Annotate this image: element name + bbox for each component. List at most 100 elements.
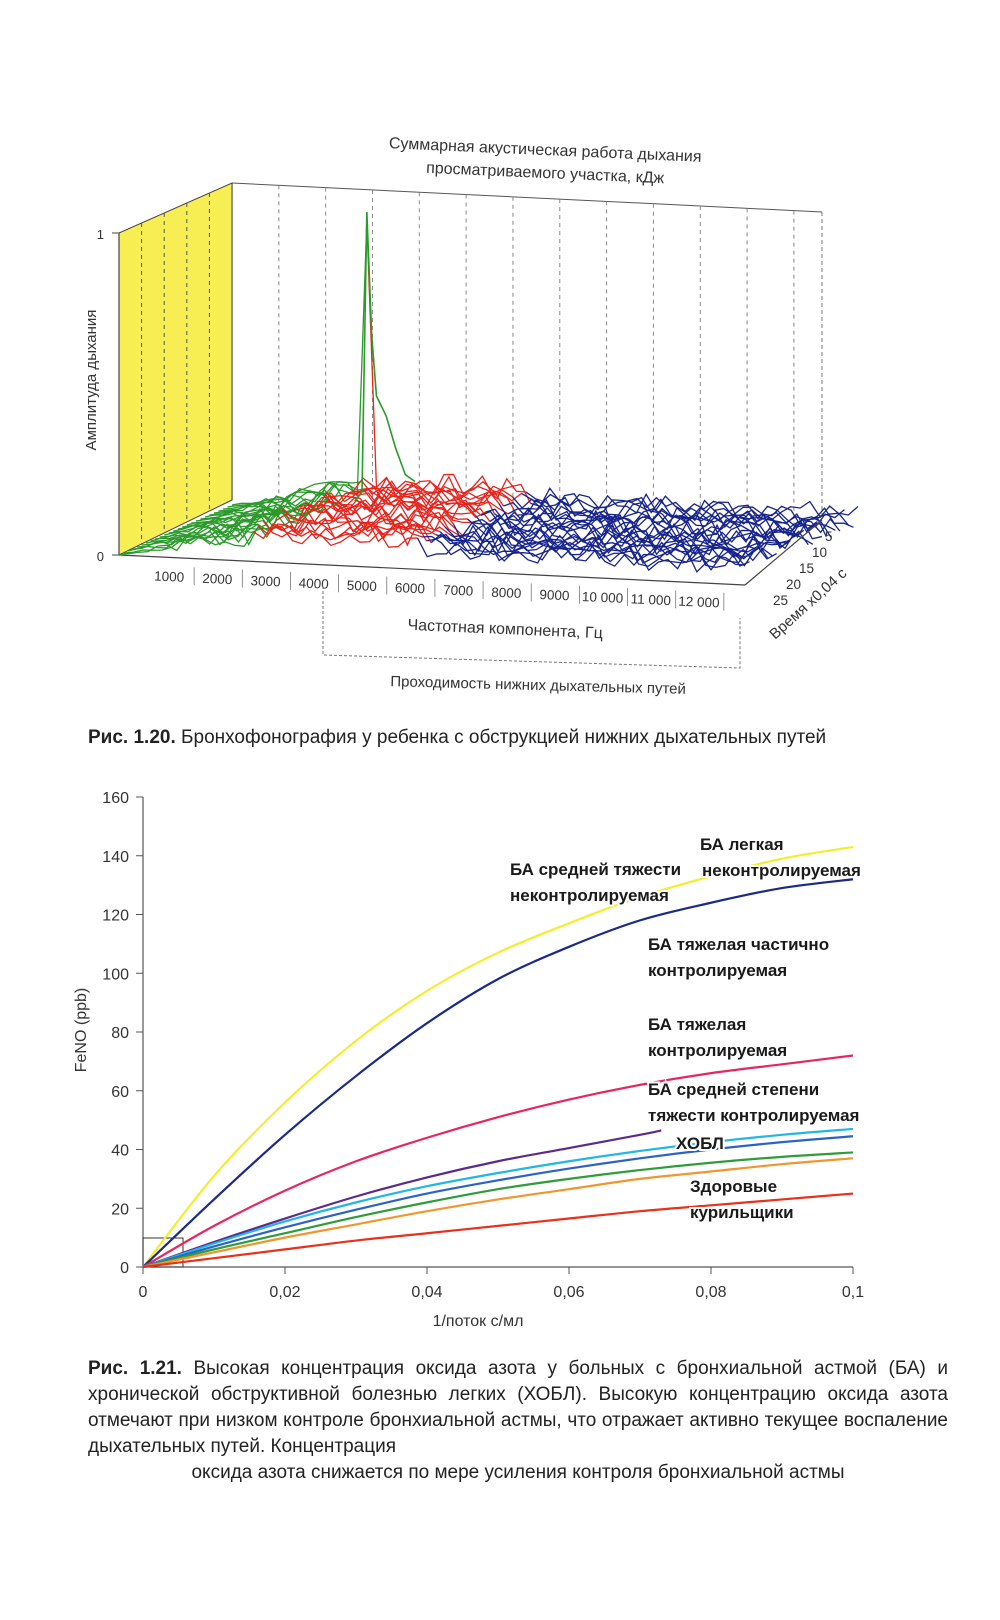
annotation-halo: БА тяжелая частично — [648, 935, 829, 954]
z-axis — [744, 519, 823, 586]
spectrum-trace-segment — [186, 497, 323, 526]
chart-title-line2: просматриваемого участка, кДж — [426, 160, 665, 187]
x-tick-label: 0,1 — [842, 1284, 864, 1301]
annotation-halo: БА средней тяжести — [510, 860, 681, 879]
x-tick-label: 1000 — [154, 569, 185, 585]
x-tick-label: 0,04 — [411, 1284, 442, 1301]
back-wall — [231, 182, 823, 531]
spectrum-trace-segment — [177, 504, 313, 530]
spectrum-trace-segment — [430, 533, 759, 565]
y-axis-label: Амплитуда дыхания — [83, 310, 100, 451]
x-tick-label: 5000 — [347, 578, 378, 594]
annotation-label: курильщики — [690, 1203, 794, 1222]
x-tick-label: 8000 — [491, 585, 522, 601]
annotation-label: контролируемая — [648, 1041, 787, 1060]
series-line — [142, 878, 854, 1268]
annotation-label: неконтролируемая — [702, 861, 861, 880]
spectrum-trace-segment — [262, 520, 428, 547]
spectrum-trace-segment — [312, 496, 477, 520]
x-tick-label: 0,06 — [553, 1284, 584, 1301]
z-tick-label: 20 — [786, 577, 801, 592]
annotation-label: неконтролируемая — [510, 886, 669, 905]
figure2-caption-label: Рис. 1.21. — [88, 1358, 182, 1379]
figure1-caption-text: Бронхофонография у ребенка с обструкцией… — [181, 727, 827, 748]
annotation-halo: Здоровые — [690, 1177, 777, 1196]
x-tick-label: 10 000 — [582, 589, 624, 606]
figure1-caption-label: Рис. 1.20. — [88, 727, 176, 748]
series-line — [142, 845, 854, 1268]
y-tick-label-1: 1 — [97, 227, 104, 242]
spectrum-trace-segment — [416, 537, 746, 573]
spectrum-trace-segment — [213, 482, 349, 514]
annotation-label: БА средней степени — [648, 1080, 819, 1099]
spectrum-trace-segment — [530, 487, 859, 521]
spectrum-trace-segment — [462, 518, 791, 554]
series-line — [142, 1054, 854, 1268]
spectrum-traces — [118, 211, 859, 573]
y-tick-label: 120 — [102, 908, 129, 925]
y-tick-label: 160 — [102, 790, 129, 807]
spectrum-trace-segment — [453, 524, 782, 558]
y-tick-label: 140 — [102, 849, 129, 866]
spectrum-trace-segment — [503, 501, 832, 538]
spectrum-trace-segment — [426, 533, 755, 568]
spectrum-trace-segment — [422, 535, 750, 571]
spectrum-trace-segment — [118, 531, 255, 556]
x-tick-label: 7000 — [443, 582, 474, 598]
annotation-halo: контролируемая — [648, 1041, 787, 1060]
side-wall-gridlines — [141, 193, 210, 544]
annotation-label: БА средней тяжести — [510, 860, 681, 879]
figure1-caption: Рис. 1.20. Бронхофонография у ребенка с … — [88, 725, 948, 751]
annotation-halo: тяжести контролируемая — [648, 1106, 859, 1125]
y-tick-label: 60 — [111, 1084, 129, 1101]
y-ticks: 0 20 40 60 80 100 120 140 160 — [102, 790, 143, 1277]
x-tick-label: 0 — [139, 1284, 148, 1301]
x-tick-label: 4000 — [298, 575, 329, 591]
y-tick-label-0: 0 — [97, 549, 104, 564]
z-tick-label: 10 — [812, 545, 827, 560]
series-line — [142, 1129, 662, 1269]
x-tick-label: 6000 — [395, 580, 426, 596]
spectrum-trace-segment — [231, 221, 368, 506]
annotation-halo: контролируемая — [648, 961, 787, 980]
spectrum-trace-segment — [307, 499, 472, 524]
annotation-halo: неконтролируемая — [510, 886, 669, 905]
x-axis-label: Частотная компонента, Гц — [407, 617, 603, 643]
back-wall-top — [231, 182, 823, 213]
x-tick-label: 0,02 — [269, 1284, 300, 1301]
series-lines — [142, 845, 854, 1269]
series-line — [142, 1157, 854, 1269]
spectrum-peak — [354, 211, 416, 502]
spectrum-trace-segment — [494, 509, 822, 540]
x-ticks: 0 0,02 0,04 0,06 0,08 0,1 — [139, 1267, 864, 1301]
annotation-halo: БА тяжелая — [648, 1015, 746, 1034]
annotation-halo: БА средней степени — [648, 1080, 819, 1099]
annotation-label: БА тяжелая — [648, 1015, 746, 1034]
spectrum-trace-segment — [276, 513, 441, 536]
z-tick-label: 15 — [799, 561, 814, 576]
annotation-halo: курильщики — [690, 1203, 794, 1222]
x-axis-front — [118, 554, 746, 586]
y-tick-label: 80 — [111, 1025, 129, 1042]
spectrum-trace-segment — [489, 507, 818, 540]
annotation-label: ХОБЛ — [676, 1134, 724, 1153]
x-tick-label: 3000 — [250, 573, 281, 589]
z-tick-label: 5 — [825, 529, 833, 544]
spectrum-trace-segment — [123, 522, 259, 554]
y-tick-label: 100 — [102, 966, 129, 983]
x-tick-label: 2000 — [202, 571, 233, 587]
x-tick-label: 11 000 — [630, 591, 671, 608]
spectrum-trace-segment — [366, 221, 532, 504]
spectrum-trace-segment — [257, 523, 423, 540]
x-tick-label: 0,08 — [695, 1284, 726, 1301]
spectrum-trace-segment — [448, 525, 777, 560]
series-line — [142, 1151, 854, 1269]
spectrum-trace-segment — [361, 475, 527, 500]
yellow-side-wall — [118, 182, 233, 556]
x-tick-labels: 1000 2000 3000 4000 5000 6000 7000 8000 9000 10 0… — [154, 567, 725, 611]
figure2-caption: Рис. 1.21. Высокая концентрация оксида а… — [88, 1356, 948, 1486]
x-tick-label: 9000 — [539, 587, 570, 603]
series-line — [142, 1192, 854, 1269]
